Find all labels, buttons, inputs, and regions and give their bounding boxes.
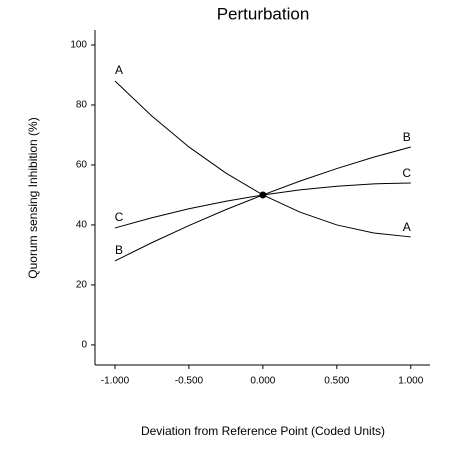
x-tick-label: 0.000 xyxy=(250,376,275,387)
curve xyxy=(114,182,411,229)
y-tick-label: 80 xyxy=(76,100,88,111)
curve xyxy=(114,146,411,262)
y-tick-label: 100 xyxy=(70,40,87,51)
x-axis-label: Deviation from Reference Point (Coded Un… xyxy=(141,424,385,438)
chart-title: Perturbation xyxy=(217,4,310,23)
curve-label: C xyxy=(402,166,411,180)
x-tick-label: 1.000 xyxy=(398,376,423,387)
y-tick-label: 40 xyxy=(76,220,88,231)
curve-label: C xyxy=(115,210,124,224)
x-tick-label: -0.500 xyxy=(175,376,204,387)
y-tick-label: 0 xyxy=(81,340,87,351)
curve-label: A xyxy=(403,220,411,234)
y-tick-label: 60 xyxy=(76,160,88,171)
curve-label: B xyxy=(115,243,123,257)
y-axis-label: Quorum sensing Inhibition (%) xyxy=(26,117,40,278)
x-tick-label: -1.000 xyxy=(101,376,130,387)
y-tick-label: 20 xyxy=(76,280,88,291)
x-tick-label: 0.500 xyxy=(324,376,349,387)
curve-label: A xyxy=(115,63,123,77)
reference-point xyxy=(259,191,267,199)
curve-label: B xyxy=(403,130,411,144)
